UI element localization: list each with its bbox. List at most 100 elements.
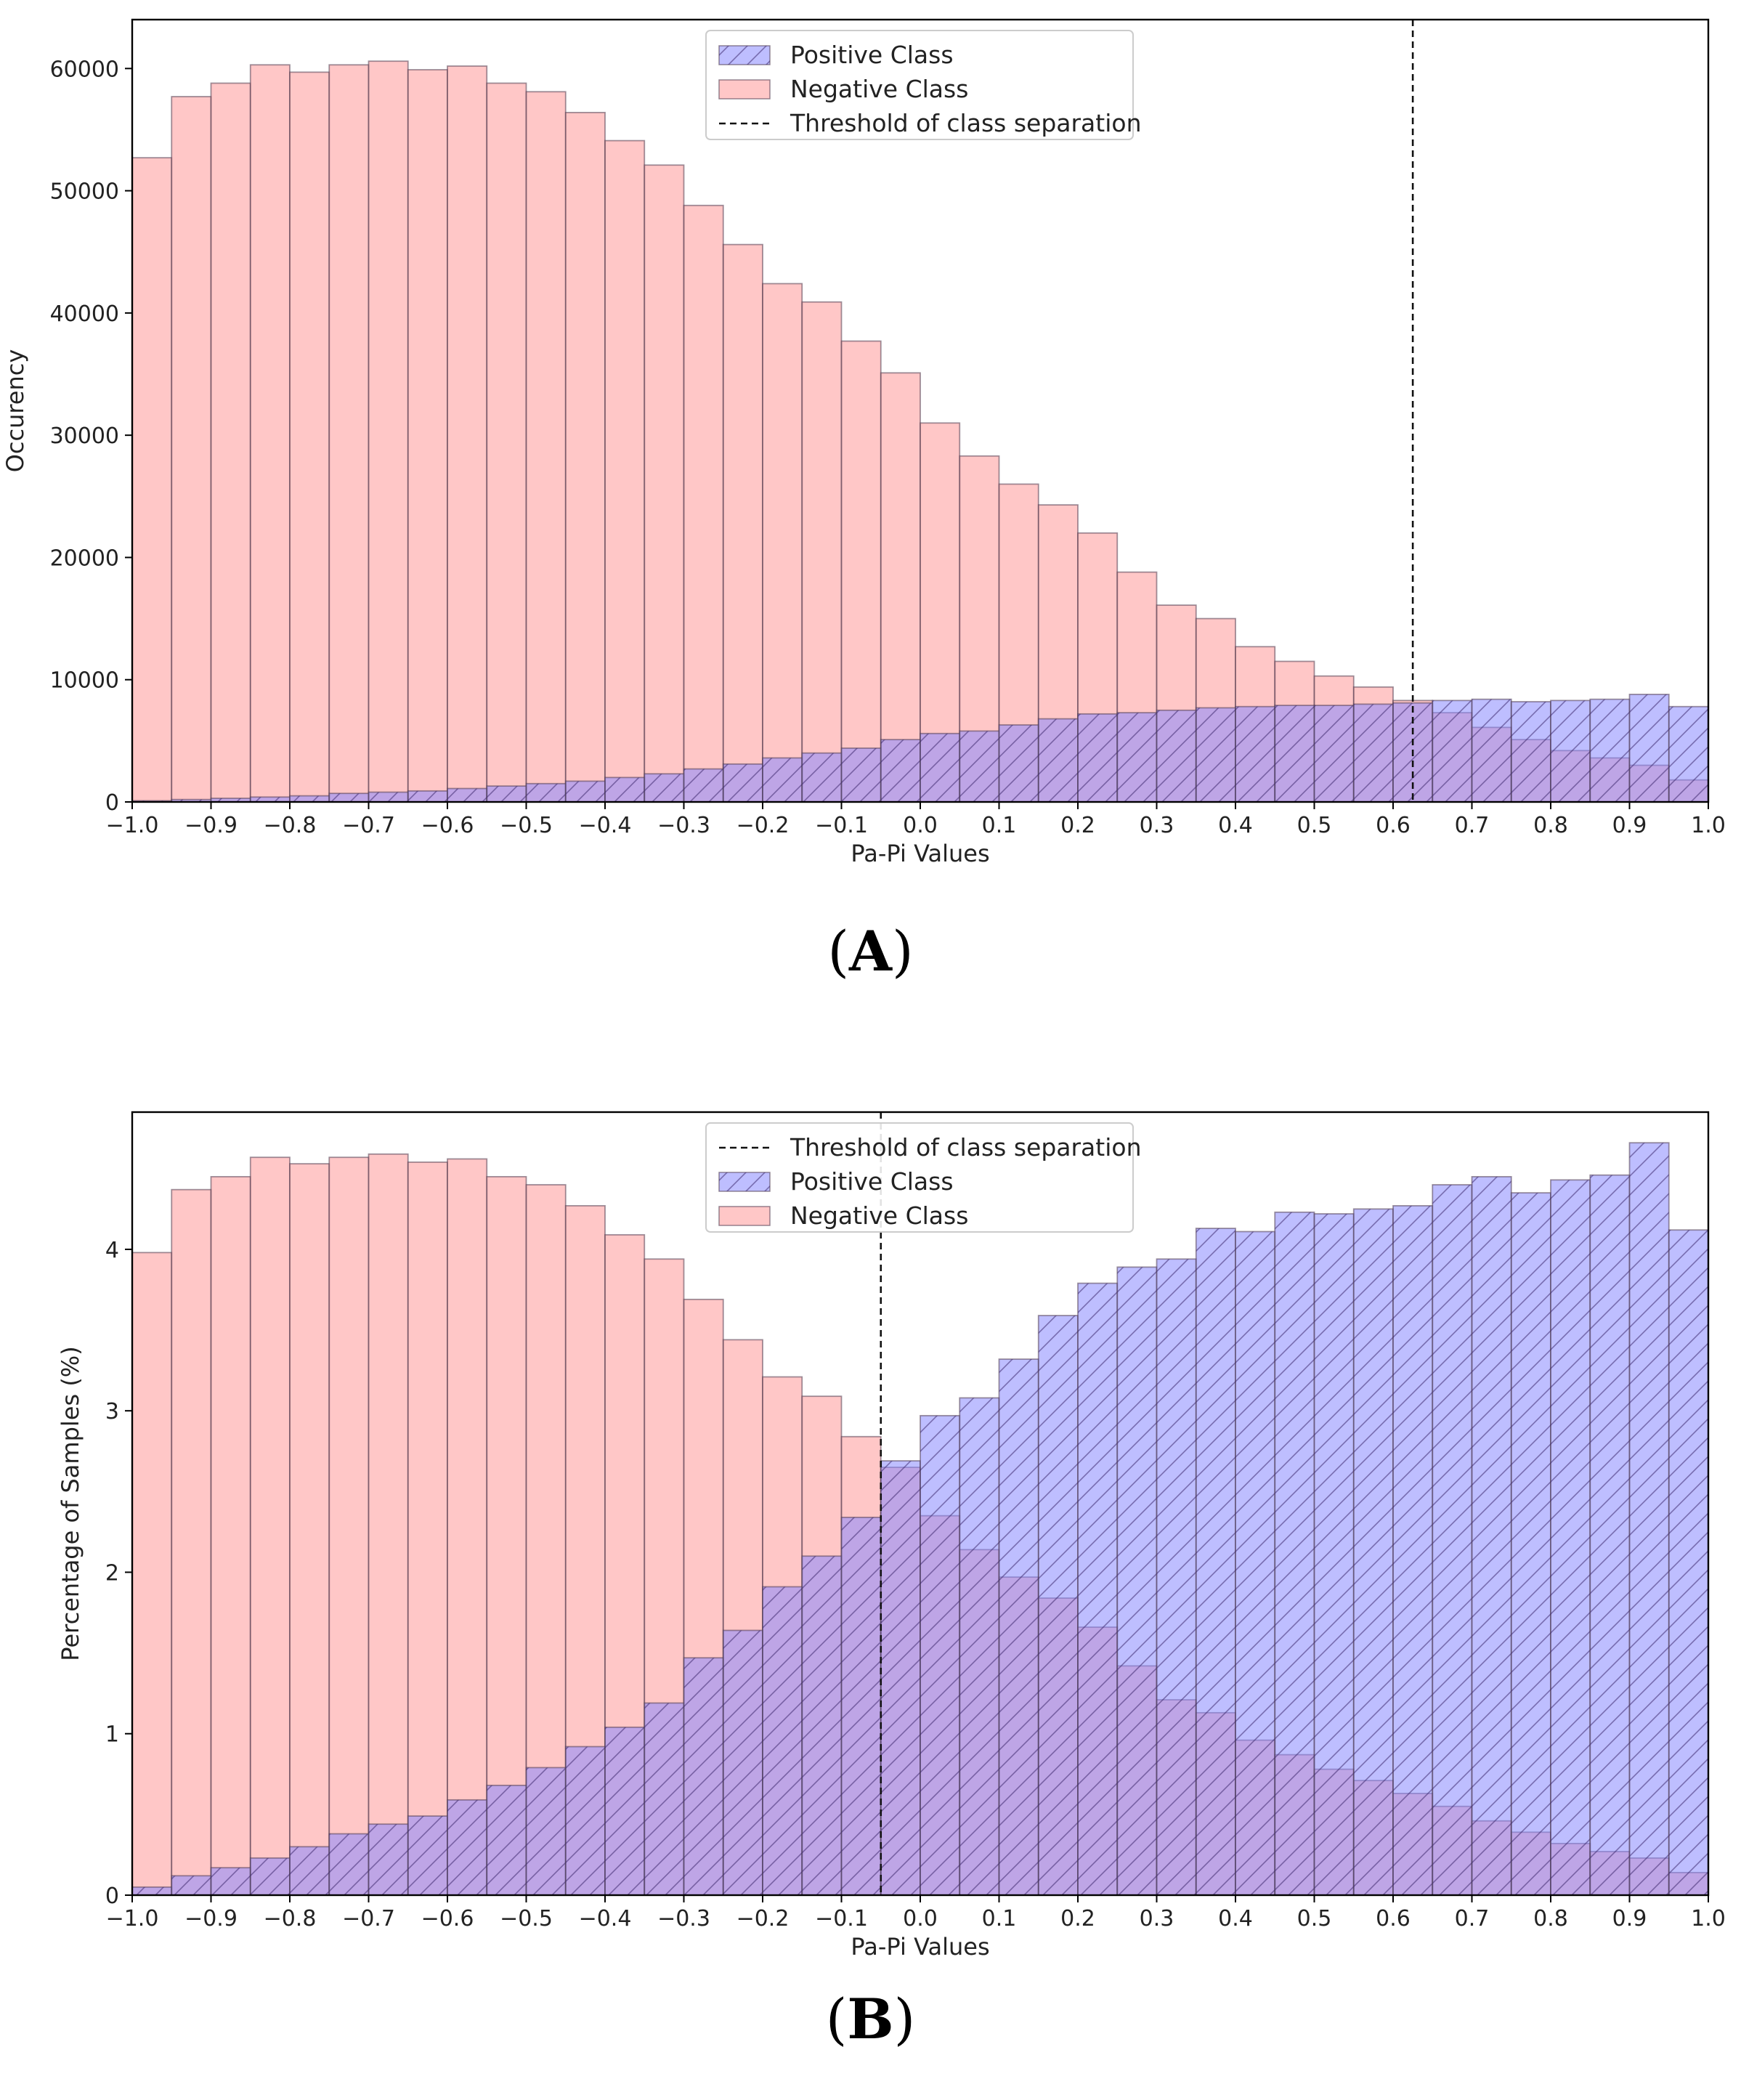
x-tick-label: 0.7 — [1455, 813, 1490, 838]
positive-bar-hatch — [250, 1857, 290, 1895]
positive-bar — [1235, 705, 1276, 802]
positive-bar-hatch — [1353, 704, 1393, 802]
positive-bar — [920, 1414, 961, 1895]
positive-bar — [959, 1397, 1000, 1895]
positive-bar — [368, 791, 409, 802]
y-tick-label: 2 — [105, 1560, 119, 1586]
positive-bar — [1037, 1315, 1079, 1895]
negative-bar-fill — [289, 71, 330, 802]
legend-entry-label: Positive Class — [790, 41, 954, 69]
positive-bar-hatch — [959, 1398, 999, 1895]
positive-bar-hatch — [1078, 713, 1118, 802]
legend: Positive Class Negative Class Threshold of… — [705, 30, 1142, 140]
positive-bar-hatch — [920, 1415, 960, 1895]
x-tick-label: 0.1 — [982, 813, 1017, 838]
positive-bar — [564, 780, 606, 802]
x-tick-label: −0.7 — [342, 813, 395, 838]
positive-bar-hatch — [211, 1868, 251, 1895]
positive-bar-hatch — [1472, 699, 1511, 802]
negative-bar — [289, 71, 330, 802]
positive-bar — [1432, 1184, 1473, 1895]
negative-bar — [249, 1156, 291, 1895]
negative-bar — [525, 91, 567, 802]
positive-bar — [1550, 1179, 1591, 1895]
x-tick-label: −0.2 — [736, 813, 790, 838]
plot-area — [132, 1112, 1708, 1895]
positive-bar — [1589, 1174, 1631, 1895]
positive-bar-hatch — [880, 1461, 920, 1895]
positive-bar-hatch — [841, 1517, 881, 1895]
positive-bar-hatch — [1590, 699, 1630, 802]
negative-bar — [644, 164, 685, 802]
positive-bar — [959, 730, 1000, 802]
positive-bar — [486, 1784, 527, 1895]
x-tick-label: 0.6 — [1376, 813, 1411, 838]
positive-bar — [328, 792, 370, 802]
positive-bar-hatch — [1314, 1214, 1354, 1895]
positive-bar-hatch — [1590, 1175, 1630, 1895]
positive-bar — [1274, 1211, 1315, 1895]
negative-bar-fill — [564, 111, 606, 802]
y-tick-label: 30000 — [50, 423, 119, 449]
positive-bar-hatch — [1156, 1259, 1196, 1895]
x-tick-label: 0.5 — [1297, 813, 1332, 838]
negative-bar-fill — [840, 340, 882, 802]
negative-bar — [447, 65, 488, 802]
negative-bar — [328, 64, 370, 802]
positive-bar-hatch — [368, 792, 408, 802]
negative-bar — [132, 157, 173, 802]
positive-bar-hatch — [329, 1833, 369, 1895]
positive-bar-hatch — [723, 1630, 763, 1895]
negative-bar — [801, 301, 843, 802]
positive-bar — [1352, 703, 1394, 802]
legend-negative-swatch — [718, 1206, 771, 1226]
positive-bar — [722, 1629, 763, 1895]
positive-bar-hatch — [290, 795, 330, 802]
positive-bar-hatch — [880, 739, 920, 802]
plot-area — [132, 20, 1708, 802]
positive-bar — [801, 752, 843, 802]
positive-bar-hatch — [1314, 705, 1354, 802]
positive-bar — [1116, 712, 1158, 802]
positive-bar — [1195, 1228, 1236, 1895]
negative-bar-fill — [683, 204, 724, 802]
positive-bar — [1116, 1266, 1158, 1895]
negative-bar-fill — [604, 139, 646, 802]
positive-bar — [289, 1846, 330, 1895]
positive-bar — [1352, 1208, 1394, 1895]
positive-bar-hatch — [1511, 702, 1551, 802]
negative-bar — [722, 243, 763, 802]
positive-bar-hatch — [959, 731, 999, 802]
positive-bar — [171, 1875, 212, 1895]
positive-bar-hatch — [1038, 718, 1078, 802]
positive-bar — [604, 1726, 646, 1895]
y-tick-label: 4 — [105, 1238, 119, 1263]
x-tick-label: 0.6 — [1376, 1906, 1411, 1931]
panel-label-b: (B) — [825, 1987, 916, 2051]
positive-bar — [1471, 698, 1512, 802]
x-tick-label: 0.9 — [1612, 1906, 1647, 1931]
positive-bar-hatch — [1117, 1267, 1157, 1895]
negative-bar-fill — [880, 372, 921, 802]
positive-bar-hatch — [802, 753, 842, 802]
x-tick-label: 1.0 — [1691, 1906, 1726, 1931]
legend-positive-hatch — [719, 1172, 770, 1191]
x-tick-label: −0.4 — [579, 813, 632, 838]
positive-bar-hatch — [999, 1359, 1039, 1895]
negative-bar — [880, 372, 921, 802]
positive-bar-hatch — [1551, 1180, 1591, 1895]
negative-bar-fill — [368, 1153, 409, 1895]
positive-bar-hatch — [644, 774, 684, 802]
negative-bar — [132, 1252, 173, 1895]
negative-bar-fill — [801, 301, 843, 802]
positive-bar — [644, 773, 685, 802]
x-tick-label: 1.0 — [1691, 813, 1726, 838]
negative-bar-fill — [289, 1163, 330, 1895]
x-tick-label: 0.4 — [1218, 1906, 1253, 1931]
positive-bar-hatch — [447, 788, 487, 802]
negative-bar-fill — [447, 65, 488, 802]
negative-bar-fill — [132, 157, 173, 802]
positive-bar-hatch — [407, 790, 447, 802]
y-tick-label: 40000 — [50, 301, 119, 327]
positive-bar — [368, 1823, 409, 1895]
